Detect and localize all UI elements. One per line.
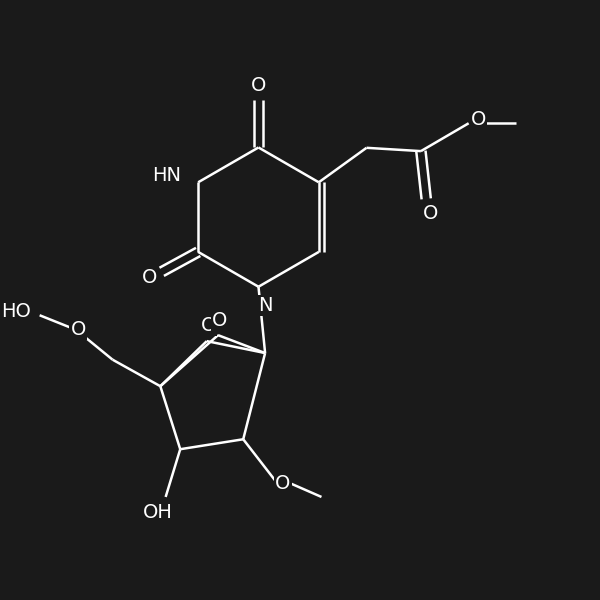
Text: OH: OH bbox=[143, 503, 173, 523]
Text: HN: HN bbox=[152, 166, 181, 185]
Text: HO: HO bbox=[1, 302, 31, 322]
Text: O: O bbox=[275, 473, 291, 493]
Text: O: O bbox=[70, 320, 86, 338]
Text: O: O bbox=[200, 316, 216, 335]
Text: O: O bbox=[251, 76, 266, 95]
Text: O: O bbox=[471, 110, 486, 130]
Text: O: O bbox=[422, 204, 438, 223]
Text: N: N bbox=[258, 296, 272, 315]
Text: O: O bbox=[142, 268, 157, 287]
Text: O: O bbox=[212, 311, 227, 330]
